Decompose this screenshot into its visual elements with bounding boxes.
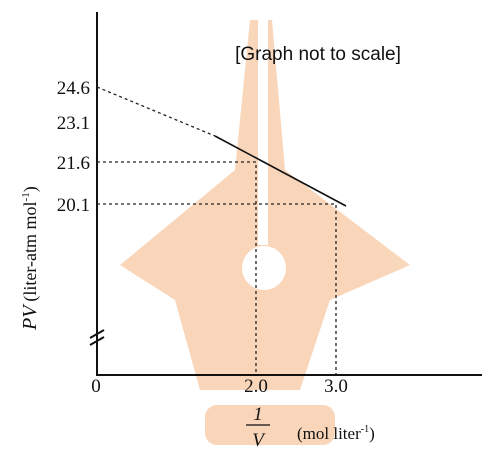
guide-lines — [97, 161, 337, 375]
y-tick-label: 23.1 — [57, 113, 90, 134]
y-unit: (liter-atm mol — [20, 201, 41, 301]
watermark — [120, 20, 410, 445]
y-tick-label: 21.6 — [57, 153, 90, 174]
data-line — [214, 135, 347, 207]
note: [Graph not to scale] — [235, 44, 401, 65]
y-tick-label: 20.1 — [57, 195, 90, 216]
y-symbol: PV — [19, 303, 41, 331]
x-tick-label: 2.0 — [244, 376, 268, 397]
y-ticks: 24.6 23.1 21.6 20.1 — [57, 78, 90, 216]
x-denominator: V — [252, 430, 266, 450]
y-unit-close: ) — [20, 186, 41, 192]
x-tick-label: 3.0 — [324, 376, 348, 397]
x-numerator: 1 — [253, 404, 263, 425]
y-unit-exp: -1 — [20, 192, 32, 201]
extrapolation — [96, 86, 216, 137]
origin-label: 0 — [91, 376, 101, 397]
x-unit: (mol liter-1) — [297, 424, 375, 443]
x-unit-exp: -1 — [361, 424, 369, 435]
x-axis-label: 1 V (mol liter-1) — [246, 404, 375, 450]
x-unit-close: ) — [369, 424, 375, 443]
axis-break — [89, 329, 105, 346]
y-tick-label: 24.6 — [57, 78, 90, 99]
y-axis-label: PV(liter-atm mol-1) — [19, 186, 41, 331]
x-unit-text: (mol liter — [297, 424, 361, 443]
x-ticks: 0 2.0 3.0 — [91, 376, 348, 397]
